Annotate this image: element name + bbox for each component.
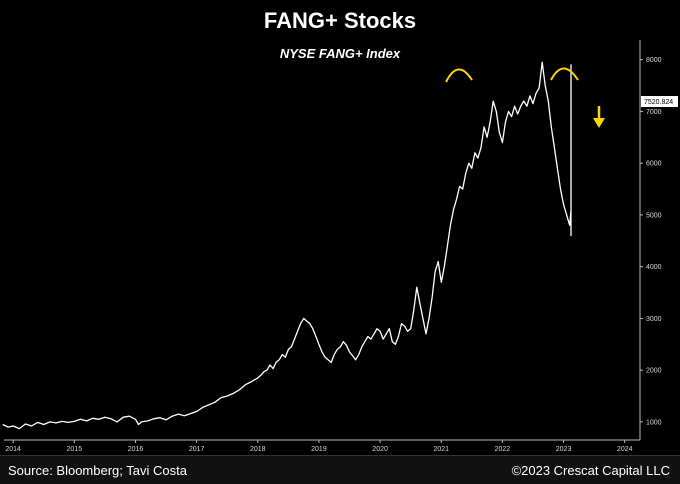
y-axis-ticks: 1000 2000 3000 4000 5000 6000 7000 8000 xyxy=(640,57,662,426)
x-axis-ticks: 2014 2015 2016 2017 2018 2019 2020 2021 2022 2023… xyxy=(5,440,633,453)
footer-bar: Source: Bloomberg; Tavi Costa ©2023 Cres… xyxy=(0,455,680,484)
y-tick-label: 6000 xyxy=(646,161,662,168)
last-value-box xyxy=(641,96,678,107)
peak-arc-2 xyxy=(550,67,579,81)
peak-arc-1 xyxy=(445,68,473,83)
x-tick-label: 2015 xyxy=(67,446,83,453)
x-tick-label: 2020 xyxy=(372,446,388,453)
x-tick-label: 2014 xyxy=(5,446,21,453)
source-text: Source: Bloomberg; Tavi Costa xyxy=(8,463,187,478)
chart-subtitle: NYSE FANG+ Index xyxy=(279,46,401,61)
x-tick-label: 2021 xyxy=(433,446,449,453)
y-tick-label: 3000 xyxy=(646,316,662,323)
y-tick-label: 8000 xyxy=(646,57,662,64)
copyright-text: ©2023 Crescat Capital LLC xyxy=(511,463,670,478)
y-tick-label: 4000 xyxy=(646,264,662,271)
y-tick-label: 2000 xyxy=(646,368,662,375)
x-tick-label: 2024 xyxy=(617,446,633,453)
y-tick-label: 5000 xyxy=(646,212,662,219)
fang-index-line xyxy=(2,61,572,430)
chart-title: FANG+ Stocks xyxy=(263,8,417,33)
x-tick-label: 2017 xyxy=(189,446,205,453)
y-tick-label: 1000 xyxy=(646,419,662,426)
x-tick-label: 2018 xyxy=(250,446,266,453)
x-tick-label: 2022 xyxy=(495,446,511,453)
x-tick-label: 2019 xyxy=(311,446,327,453)
last-value-marker: 7520.824 xyxy=(641,96,678,107)
x-tick-label: 2023 xyxy=(556,446,572,453)
x-tick-label: 2016 xyxy=(128,446,144,453)
last-value-label: 7520.824 xyxy=(644,99,673,106)
down-arrow-icon xyxy=(593,106,605,128)
y-tick-label: 7000 xyxy=(646,109,662,116)
